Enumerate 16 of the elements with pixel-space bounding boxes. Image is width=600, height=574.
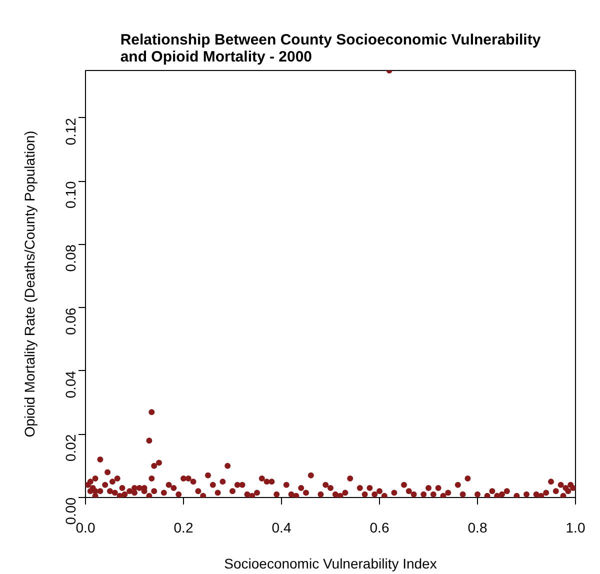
y-tick-label: 0.08: [62, 244, 78, 272]
chart-title: Relationship Between County Socioeconomic Vulnerability and Opioid Mortality - 2000: [120, 32, 542, 66]
y-tick-label: 0.12: [62, 118, 78, 146]
x-tick-label: 1.0: [566, 520, 586, 536]
y-axis-title: Opioid Mortality Rate (Deaths/County Population): [22, 130, 38, 438]
y-tick-label: 0.00: [62, 497, 78, 525]
x-tick-label: 0.6: [370, 520, 390, 536]
x-tick-label: 0.2: [174, 520, 194, 536]
y-tick-label: 0.10: [62, 180, 78, 208]
x-tick-label: 0.4: [272, 520, 292, 536]
x-tick-label: 0.0: [76, 520, 96, 536]
x-axis-title: Socioeconomic Vulnerability Index: [224, 556, 437, 572]
y-tick-label: 0.02: [62, 434, 78, 462]
x-tick-label: 0.8: [468, 520, 488, 536]
y-tick-label: 0.06: [62, 308, 78, 335]
y-tick-label: 0.04: [62, 370, 78, 398]
